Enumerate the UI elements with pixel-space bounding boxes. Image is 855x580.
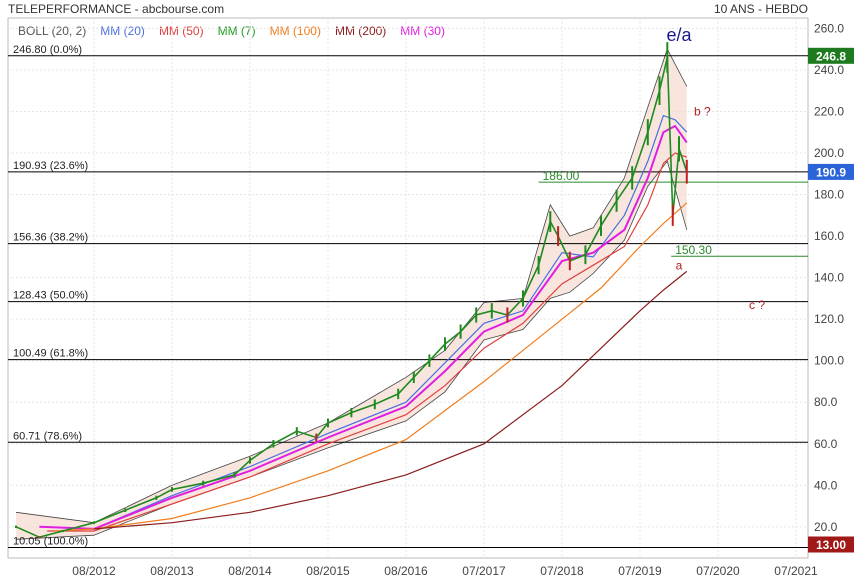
- ma-line-0: [39, 114, 688, 530]
- support-label-0: 186.00: [543, 169, 580, 183]
- chart-title: TELEPERFORMANCE - abcbourse.com: [8, 2, 225, 16]
- legend-item-6: MM (30): [400, 24, 445, 38]
- x-tick-label-8: 07/2020: [696, 564, 740, 578]
- ma-line-3: [54, 202, 688, 532]
- y-tick-label-11: 240.0: [814, 63, 844, 77]
- legend-item-4: MM (100): [269, 24, 321, 38]
- price-tag-label-1: 190.9: [816, 165, 846, 179]
- fib-label-2: 156.36 (38.2%): [13, 232, 88, 244]
- bollinger-lower: [15, 160, 688, 540]
- fib-label-5: 60.71 (78.6%): [13, 430, 82, 442]
- y-tick-label-5: 120.0: [814, 312, 844, 326]
- wave-annotation-3: c ?: [749, 298, 765, 312]
- y-tick-label-4: 100.0: [814, 354, 844, 368]
- legend-item-2: MM (50): [158, 24, 204, 38]
- y-tick-label-1: 40.0: [814, 478, 838, 492]
- wave-annotation-2: a: [676, 258, 683, 272]
- ma-line-4: [93, 270, 688, 530]
- ma-line-1: [39, 124, 688, 530]
- x-tick-label-7: 07/2019: [618, 564, 662, 578]
- x-tick-label-0: 08/2012: [72, 564, 116, 578]
- wave-annotation-1: b ?: [694, 105, 711, 119]
- price-tag-box-2: [808, 536, 854, 553]
- y-tick-label-8: 180.0: [814, 188, 844, 202]
- fib-label-4: 100.49 (61.8%): [13, 348, 88, 360]
- period-label: 10 ANS - HEBDO: [713, 2, 808, 16]
- x-tick-label-4: 08/2016: [384, 564, 428, 578]
- price-tag-label-2: 13.00: [816, 538, 846, 552]
- y-tick-label-12: 260.0: [814, 21, 844, 35]
- legend-item-5: MM (200): [334, 24, 387, 38]
- y-tick-label-0: 20.0: [814, 520, 838, 534]
- price-tag-label-0: 246.8: [816, 49, 846, 63]
- y-tick-label-6: 140.0: [814, 271, 844, 285]
- support-label-1: 150.30: [675, 243, 712, 257]
- x-tick-label-5: 07/2017: [462, 564, 506, 578]
- legend-item-1: MM (20): [100, 24, 145, 38]
- price-tag-box-1: [808, 163, 854, 180]
- fib-label-6: 10.05 (100.0%): [13, 536, 88, 548]
- x-tick-label-9: 07/2021: [774, 564, 818, 578]
- x-tick-label-3: 08/2015: [306, 564, 350, 578]
- wave-annotation-0: e/a: [666, 25, 692, 45]
- y-tick-label-3: 80.0: [814, 395, 838, 409]
- price-line: [15, 57, 688, 539]
- x-tick-label-2: 08/2014: [228, 564, 272, 578]
- y-tick-label-2: 60.0: [814, 437, 838, 451]
- legend-item-0: BOLL (20, 2): [18, 24, 87, 38]
- indicator-legend: BOLL (20, 2) MM (20) MM (50) MM (7) MM (100)…: [18, 24, 459, 38]
- x-tick-label-6: 07/2018: [540, 564, 584, 578]
- bollinger-upper: [15, 48, 688, 524]
- y-tick-label-10: 220.0: [814, 104, 844, 118]
- y-tick-label-9: 200.0: [814, 146, 844, 160]
- x-tick-label-1: 08/2013: [150, 564, 194, 578]
- plot-frame: [7, 17, 809, 559]
- fib-label-1: 190.93 (23.6%): [13, 160, 88, 172]
- y-tick-label-7: 160.0: [814, 229, 844, 243]
- legend-item-3: MM (7): [217, 24, 256, 38]
- ma-line-2: [47, 152, 688, 532]
- bollinger-band: [16, 49, 687, 540]
- price-tag-box-0: [808, 47, 854, 64]
- fib-label-3: 128.43 (50.0%): [13, 290, 88, 302]
- fib-label-0: 246.80 (0.0%): [13, 44, 82, 56]
